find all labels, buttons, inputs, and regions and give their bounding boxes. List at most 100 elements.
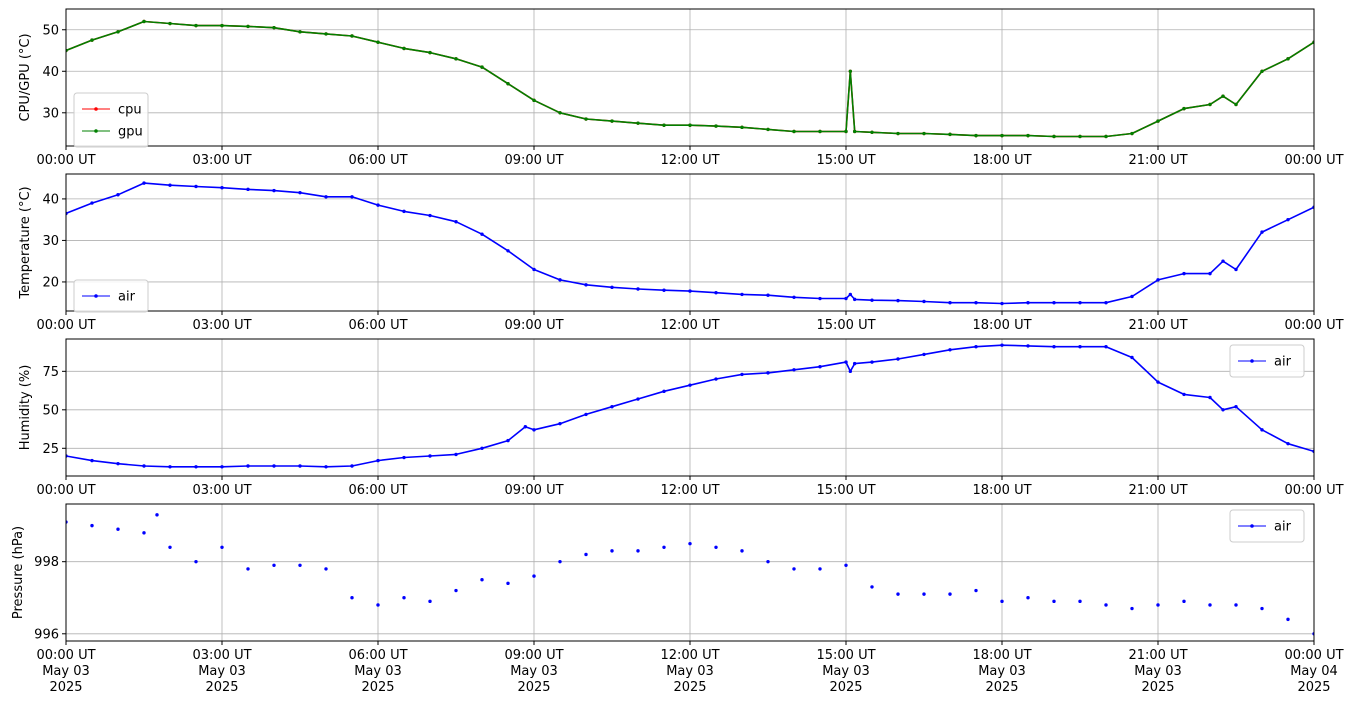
legend-box	[73, 92, 149, 148]
data-point-air	[792, 368, 796, 372]
data-point-air	[1156, 603, 1160, 607]
legend-marker-gpu	[94, 129, 98, 133]
data-point-gpu	[1221, 94, 1225, 98]
data-point-gpu	[1234, 102, 1238, 107]
data-point-air	[506, 581, 510, 586]
y-axis-label: CPU/GPU (°C)	[18, 33, 33, 121]
legend-label-cpu: cpu	[118, 103, 142, 118]
data-point-air	[116, 193, 120, 197]
data-point-air	[1156, 380, 1160, 384]
x-date-label: May 03	[42, 664, 90, 679]
x-date-label: May 03	[666, 664, 714, 679]
legend: air	[1229, 509, 1305, 543]
x-tick-label: 21:00 UT	[1128, 483, 1187, 498]
data-point-air	[896, 592, 900, 596]
data-point-air	[1208, 271, 1212, 276]
data-point-air	[558, 559, 562, 564]
x-tick-label: 00:00 UT	[1284, 318, 1343, 333]
data-point-air	[142, 181, 146, 185]
panel-2: 00:00 UT 03:00 UT 06:00 UT 09:00 UT 12:00 UT…	[18, 173, 1344, 333]
data-point-gpu	[428, 50, 432, 55]
x-tick-label: 06:00 UT	[348, 153, 407, 168]
x-tick-label: 03:00 UT	[192, 153, 251, 168]
data-point-gpu	[324, 32, 328, 36]
data-point-gpu	[818, 129, 822, 134]
data-point-air	[350, 195, 354, 199]
data-point-air	[584, 552, 588, 557]
y-tick-label: 25	[42, 442, 59, 457]
data-point-gpu	[116, 30, 120, 34]
data-point-air	[142, 531, 146, 535]
x-date-label: May 03	[510, 664, 558, 679]
x-tick-label: 03:00 UT	[192, 648, 251, 663]
data-point-air	[376, 603, 380, 607]
data-point-air	[844, 360, 848, 364]
x-tick-label: 09:00 UT	[504, 648, 563, 663]
data-point-air	[246, 567, 250, 571]
data-point-air	[194, 465, 198, 469]
data-point-gpu	[870, 130, 874, 134]
data-point-gpu	[1026, 133, 1030, 138]
data-point-air	[1182, 271, 1186, 276]
x-tick-label: 06:00 UT	[348, 648, 407, 663]
data-point-air	[220, 186, 224, 190]
axes-frame	[65, 338, 1315, 477]
data-point-gpu	[792, 129, 796, 134]
data-point-air	[688, 383, 692, 387]
y-tick-label: 50	[42, 23, 59, 38]
data-point-gpu	[220, 23, 224, 28]
x-date-label: May 03	[1134, 664, 1182, 679]
data-point-air	[1221, 259, 1225, 263]
data-point-air	[1260, 606, 1264, 611]
data-point-air	[1104, 300, 1108, 305]
x-tick-label: 21:00 UT	[1128, 153, 1187, 168]
y-tick-label: 20	[42, 275, 59, 290]
data-point-gpu	[1286, 57, 1290, 61]
x-tick-label: 06:00 UT	[348, 318, 407, 333]
x-tick-label: 15:00 UT	[816, 318, 875, 333]
y-tick-label: 40	[42, 192, 59, 207]
data-point-air	[662, 389, 666, 394]
data-point-gpu	[852, 129, 857, 134]
data-point-air	[1130, 355, 1134, 360]
data-point-gpu	[558, 111, 562, 115]
data-point-air	[272, 188, 276, 193]
data-point-air	[324, 195, 328, 199]
data-point-air	[1130, 606, 1134, 611]
x-year-label: 2025	[205, 680, 238, 695]
legend-box	[1229, 344, 1305, 378]
data-point-gpu	[1000, 133, 1004, 138]
data-point-gpu	[1052, 134, 1056, 139]
data-point-air	[1234, 405, 1238, 409]
data-point-air	[272, 563, 276, 567]
x-year-label: 2025	[985, 680, 1018, 695]
x-tick-label: 12:00 UT	[660, 483, 719, 498]
data-point-air	[1078, 300, 1082, 305]
data-point-air	[220, 545, 224, 549]
data-point-air	[376, 458, 380, 463]
legend: air	[73, 279, 149, 313]
legend-marker-cpu	[94, 107, 98, 111]
data-point-gpu	[246, 24, 250, 29]
x-tick-label: 03:00 UT	[192, 483, 251, 498]
x-tick-label: 00:00 UT	[36, 648, 95, 663]
data-point-air	[636, 549, 640, 553]
data-point-air	[792, 295, 796, 299]
data-point-gpu	[506, 82, 510, 86]
data-point-air	[688, 541, 692, 546]
data-point-gpu	[142, 19, 146, 24]
data-point-air	[523, 425, 528, 429]
y-tick-label: 998	[34, 555, 59, 570]
y-axis-label: Temperature (°C)	[18, 186, 33, 299]
x-year-label: 2025	[361, 680, 394, 695]
y-tick-label: 30	[42, 234, 59, 249]
data-point-air	[350, 596, 354, 600]
data-point-air	[636, 287, 640, 291]
y-tick-label: 50	[42, 403, 59, 418]
data-point-air	[1000, 301, 1004, 306]
data-point-gpu	[584, 117, 588, 121]
x-year-label: 2025	[1297, 680, 1330, 695]
x-tick-label: 00:00 UT	[1284, 483, 1343, 498]
data-point-air	[848, 292, 853, 297]
data-point-air	[532, 574, 536, 578]
